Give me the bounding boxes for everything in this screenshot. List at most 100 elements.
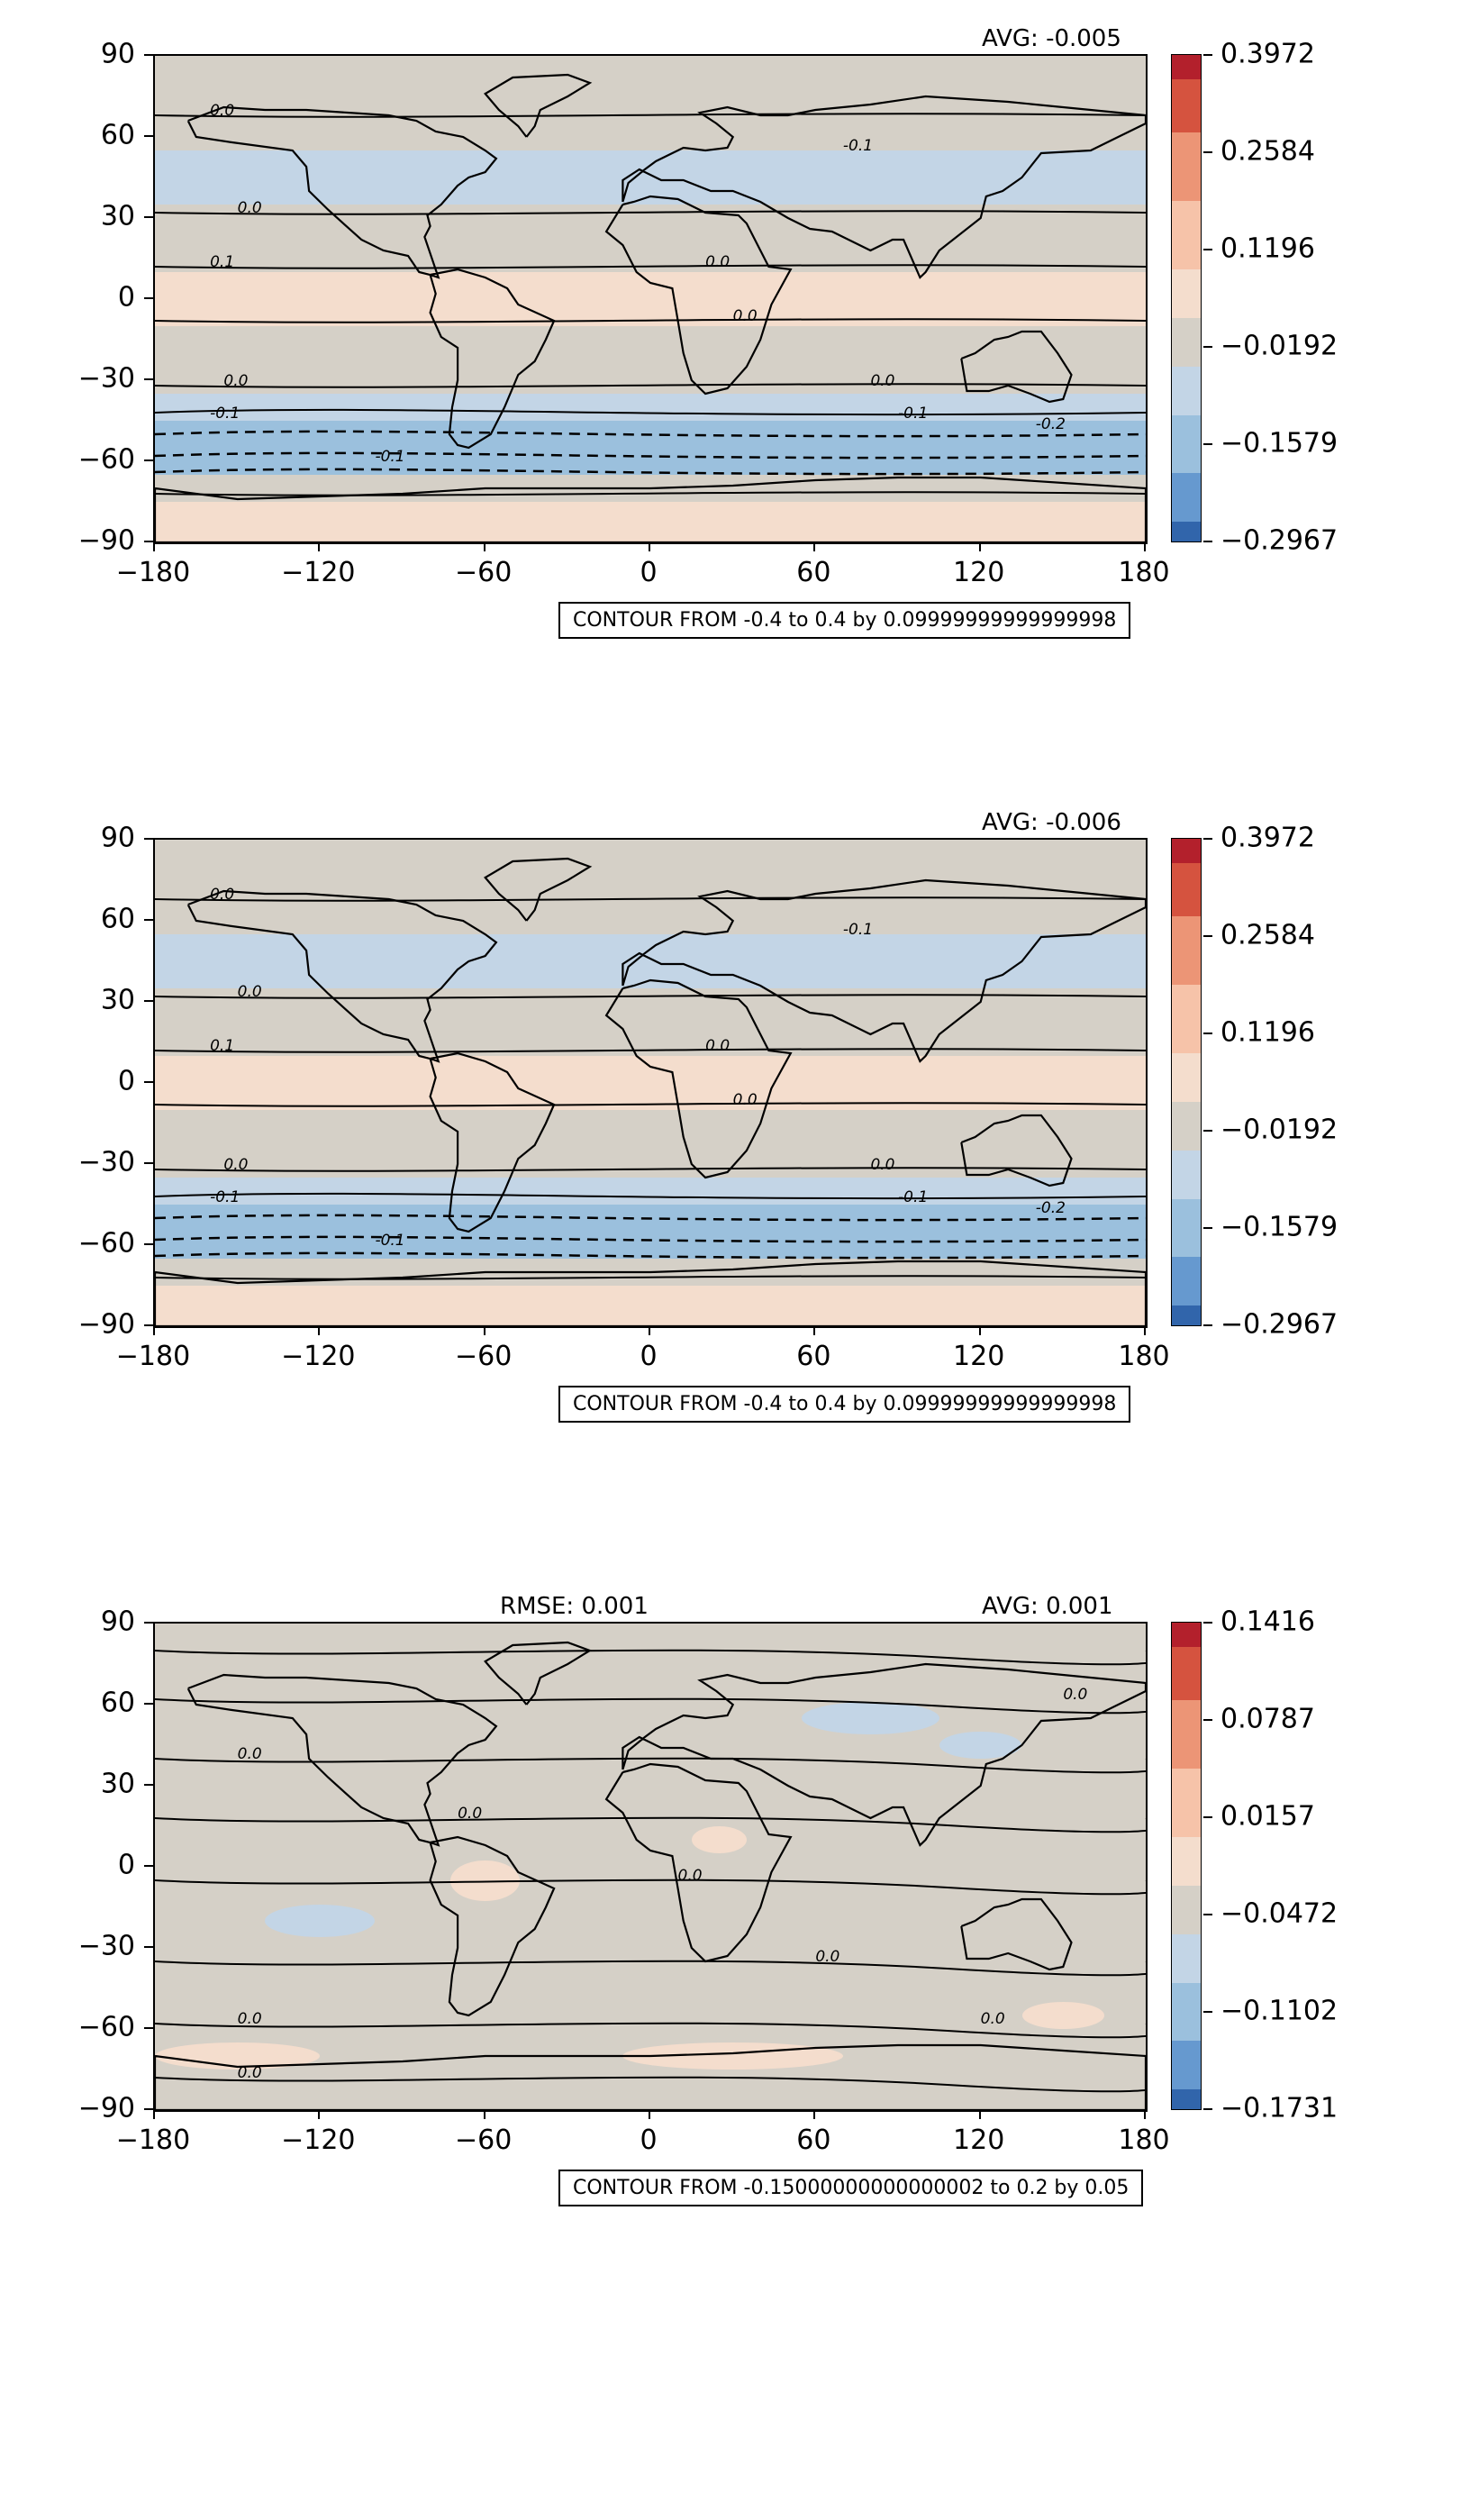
ytick: [144, 1946, 153, 1948]
contour-label: 0.0: [1063, 1686, 1087, 1704]
ytick: [144, 1081, 153, 1083]
contour-label: -0.1: [375, 448, 404, 466]
contour-zero: [155, 1818, 1146, 1833]
contour-negative: [155, 1215, 1146, 1220]
ytick: [144, 1243, 153, 1245]
colorbar-segment: [1172, 1886, 1201, 1934]
colorbar-tick-label: −0.1731: [1220, 2093, 1338, 2124]
colorbar-tick: [1203, 346, 1212, 348]
colorbar: [1171, 54, 1202, 542]
colorbar-tick: [1203, 935, 1212, 937]
colorbar-tick: [1203, 838, 1212, 840]
colorbar-segment: [1172, 318, 1201, 367]
contour-zero: [155, 384, 1146, 387]
xtick-label: −60: [455, 557, 512, 588]
colorbar-tick-label: −0.1579: [1220, 427, 1338, 459]
ytick: [144, 1000, 153, 1002]
colorbar-segment: [1172, 269, 1201, 318]
colorbar-segment: [1172, 1647, 1201, 1700]
xtick-label: 0: [640, 1341, 657, 1372]
contour-label: 0.0: [223, 1156, 248, 1174]
colorbar-tick: [1203, 54, 1212, 56]
contour-label: 0.0: [733, 307, 758, 325]
contour-label: -0.2: [1036, 1199, 1066, 1217]
ytick-label: −30: [27, 363, 135, 395]
colorbar-segment: [1172, 1053, 1201, 1102]
ytick-label: 60: [27, 120, 135, 151]
colorbar-tick-label: −0.1102: [1220, 1996, 1338, 2027]
contour-label: 0.0: [870, 1156, 894, 1174]
colorbar-segment: [1172, 1769, 1201, 1837]
contour-label: 0.0: [981, 2010, 1005, 2028]
colorbar-tick: [1203, 1719, 1212, 1721]
colorbar-tick: [1203, 1914, 1212, 1915]
xtick: [813, 1326, 815, 1335]
xtick-label: −120: [281, 557, 355, 588]
map-panel: 0.00.00.10.0-0.1-0.1-0.1-0.20.00.00.0-0.…: [18, 18, 1452, 613]
ytick-label: −60: [27, 2012, 135, 2043]
ytick-label: 60: [27, 1688, 135, 1719]
colorbar-segment: [1172, 839, 1201, 863]
contour-zero: [155, 2078, 1146, 2092]
contour-label: 0.0: [705, 253, 730, 271]
colorbar-segment: [1172, 1102, 1201, 1151]
xtick-label: 60: [796, 2124, 830, 2156]
xtick-label: 120: [953, 1341, 1004, 1372]
colorbar-segment: [1172, 473, 1201, 522]
colorbar-tick-label: −0.0472: [1220, 1897, 1338, 1929]
contour-label: -0.1: [375, 1232, 404, 1250]
xtick-label: −180: [116, 1341, 190, 1372]
ytick-label: −90: [27, 525, 135, 557]
ytick: [144, 1784, 153, 1786]
map-plot-area: 0.00.00.10.0-0.1-0.1-0.1-0.20.00.00.0-0.…: [153, 838, 1148, 1328]
colorbar-segment: [1172, 79, 1201, 132]
xtick: [649, 2110, 650, 2119]
coastline: [155, 1642, 1146, 2110]
colorbar-tick-label: 0.0157: [1220, 1801, 1315, 1833]
xtick-label: 120: [953, 2124, 1004, 2156]
colorbar-segment: [1172, 1623, 1201, 1647]
contour-label: 0.0: [238, 2064, 262, 2082]
contour-zero: [155, 1880, 1146, 1895]
colorbar-segment: [1172, 1305, 1201, 1325]
xtick-label: 60: [796, 1341, 830, 1372]
contour-zero: [155, 492, 1146, 495]
colorbar-tick-label: 0.3972: [1220, 823, 1315, 854]
ytick: [144, 54, 153, 56]
contour-label: -0.1: [898, 405, 928, 423]
ytick: [144, 919, 153, 921]
contour-zero: [155, 319, 1146, 322]
stat-avg: AVG: -0.005: [982, 25, 1121, 52]
xtick: [153, 542, 155, 551]
contour-zero: [155, 1194, 1146, 1198]
contour-zero: [155, 1168, 1146, 1170]
xtick-label: 180: [1118, 557, 1169, 588]
xtick-label: 180: [1118, 2124, 1169, 2156]
colorbar: [1171, 1622, 1202, 2110]
xtick-label: 180: [1118, 1341, 1169, 1372]
colorbar-tick-label: 0.1196: [1220, 1017, 1315, 1049]
contour-negative: [155, 432, 1146, 436]
xtick: [1144, 2110, 1146, 2119]
contour-zero: [155, 897, 1146, 900]
ytick-label: 30: [27, 985, 135, 1016]
contour-caption: CONTOUR FROM -0.15000000000000002 to 0.2…: [558, 2170, 1143, 2206]
contour-label: 0.0: [705, 1037, 730, 1055]
contour-zero: [155, 1961, 1146, 1976]
contour-label: 0.0: [210, 886, 234, 904]
colorbar-tick-label: −0.0192: [1220, 1114, 1338, 1146]
ytick: [144, 459, 153, 461]
colorbar-tick-label: 0.0787: [1220, 1703, 1315, 1734]
xtick: [649, 542, 650, 551]
stat-avg: AVG: -0.006: [982, 809, 1121, 836]
map-overlay-svg: 0.00.00.00.00.00.00.00.0: [155, 1624, 1146, 2110]
xtick: [1144, 1326, 1146, 1335]
ytick: [144, 1162, 153, 1164]
ytick: [144, 135, 153, 137]
stat-avg: AVG: 0.001: [982, 1593, 1113, 1620]
xtick-label: −120: [281, 2124, 355, 2156]
xtick-label: −120: [281, 1341, 355, 1372]
contour-zero: [155, 1651, 1146, 1665]
colorbar-tick-label: −0.2967: [1220, 525, 1338, 557]
colorbar-tick-label: −0.2967: [1220, 1309, 1338, 1341]
